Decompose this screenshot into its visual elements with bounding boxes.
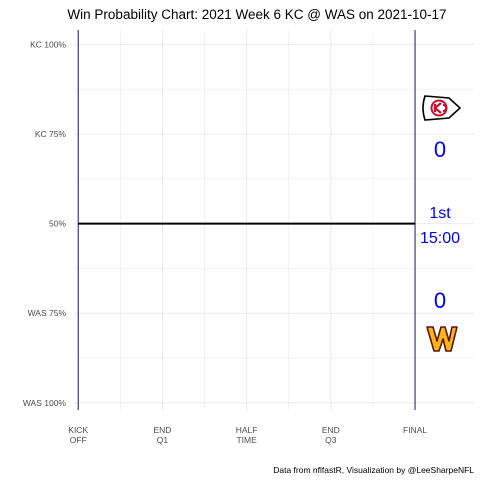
x-tick-label: HALF TIME: [236, 425, 258, 445]
grid-lines: [74, 30, 474, 410]
chart-caption: Data from nflfastR, Visualization by @Le…: [273, 465, 474, 475]
game-boundary-lines: [77, 30, 416, 410]
y-tick-label: KC 75%: [35, 129, 67, 139]
home-team-score: 0: [434, 137, 446, 162]
x-tick-label-line: KICK: [68, 425, 88, 435]
x-tick-label-line: TIME: [236, 435, 257, 445]
x-tick-label-line: END: [153, 425, 171, 435]
x-tick-label: FINAL: [403, 425, 427, 435]
x-tick-label-line: HALF: [236, 425, 258, 435]
chart-title: Win Probability Chart: 2021 Week 6 KC @ …: [67, 7, 446, 22]
x-tick-label-line: Q3: [325, 435, 337, 445]
game-clock: 15:00: [420, 230, 460, 247]
y-tick-label: 50%: [49, 219, 66, 229]
x-tick-label: KICK OFF: [68, 425, 88, 445]
commanders-w-logo: [426, 326, 458, 352]
x-tick-label-line: Q1: [157, 435, 169, 445]
away-team-score: 0: [434, 288, 446, 313]
x-tick-label-line: END: [322, 425, 340, 435]
y-tick-label: WAS 100%: [23, 398, 67, 408]
x-tick-label-line: FINAL: [403, 425, 427, 435]
x-tick-label: END Q3: [322, 425, 340, 445]
x-tick-label: END Q1: [153, 425, 171, 445]
y-axis-tick-labels: KC 100% KC 75% 50% WAS 75% WAS 100%: [23, 39, 67, 407]
y-tick-label: KC 100%: [30, 39, 66, 49]
y-tick-label: WAS 75%: [28, 308, 67, 318]
x-tick-label-line: OFF: [70, 435, 87, 445]
chiefs-arrowhead-logo: [422, 95, 462, 121]
game-quarter: 1st: [429, 205, 451, 222]
